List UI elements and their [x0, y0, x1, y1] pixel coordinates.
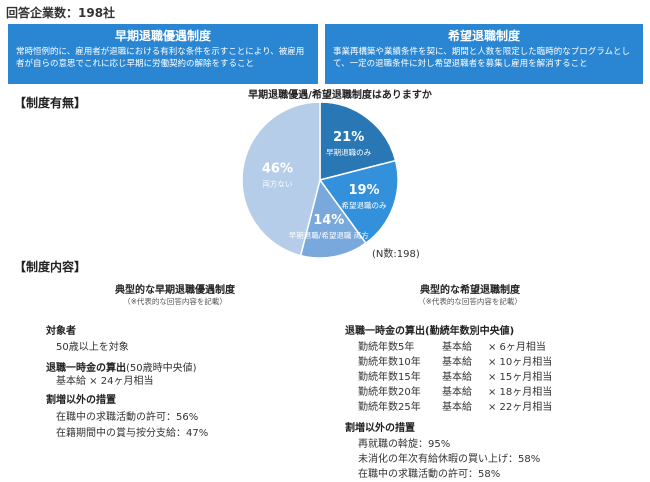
- pie-percent-label: 21%: [333, 130, 364, 145]
- pie-category-label: 両方ない: [262, 179, 292, 189]
- pie-slice: [241, 101, 321, 257]
- base-cell: 基本給: [442, 342, 472, 353]
- lump-by-years-heading: 退職一時金の算出(勤続年数別中央値): [345, 326, 515, 337]
- years-cell: 勤続年数20年: [358, 387, 421, 398]
- pie-percent-label: 19%: [348, 183, 379, 198]
- lump-text: 基本給 × 24ヶ月相当: [56, 376, 154, 387]
- target-text: 50歳以上を対象: [56, 342, 129, 353]
- base-cell: 基本給: [442, 402, 472, 413]
- years-cell: 勤続年数15年: [358, 372, 421, 383]
- early-retirement-box: 早期退職優遇制度 常時恒例的に、雇用者が退職における有利な条件を示すことにより、…: [8, 24, 318, 84]
- lump-heading-sub: (50歳時中央値): [126, 363, 197, 374]
- pie-category-label: 早期退職のみ: [326, 148, 371, 157]
- voluntary-retirement-box: 希望退職制度 事業再構築や業績条件を契に、期間と人数を限定した臨時的なプログラム…: [325, 24, 643, 84]
- voluntary-other-item: 未消化の年次有給休暇の買い上げ：58%: [358, 454, 541, 465]
- pie-slice: [299, 178, 367, 259]
- pie-percent-label: 14%: [313, 213, 344, 228]
- mult-cell: × 6ヶ月相当: [488, 342, 546, 353]
- mult-cell: × 22ヶ月相当: [488, 402, 553, 413]
- years-cell: 勤続年数25年: [358, 402, 421, 413]
- pie-category-label: 早期退職/希望退職 両方: [289, 230, 369, 240]
- pie-category-label: 希望退職のみ: [342, 200, 387, 210]
- early-retirement-box-desc: 常時恒例的に、雇用者が退職における有利な条件を示すことにより、被雇用者が自らの意…: [16, 47, 305, 69]
- early-other-item: 在籍期間中の賞与按分支給：47%: [56, 428, 209, 439]
- base-cell: 基本給: [442, 357, 472, 368]
- years-cell: 勤続年数5年: [358, 342, 415, 353]
- early-other-heading: 割増以外の措置: [46, 395, 116, 406]
- base-cell: 基本給: [442, 372, 472, 383]
- years-cell: 勤続年数10年: [358, 357, 421, 368]
- mult-cell: × 15ヶ月相当: [488, 372, 553, 383]
- sample-size-note: (N数:198): [372, 249, 420, 260]
- early-other-item: 在職中の求職活動の許可：56%: [56, 412, 199, 423]
- early-col-note: （※代表的な回答内容を記載）: [123, 297, 227, 306]
- target-heading: 対象者: [46, 326, 76, 337]
- voluntary-other-heading: 割増以外の措置: [345, 423, 415, 434]
- lump-heading-row: 退職一時金の算出(50歳時中央値): [46, 356, 197, 375]
- lump-heading: 退職一時金の算出: [46, 363, 126, 374]
- early-retirement-box-title: 早期退職優遇制度: [114, 29, 211, 43]
- chart-title: 早期退職優遇/希望退職制度はありますか: [248, 90, 432, 101]
- pie-percent-label: 46%: [262, 162, 293, 177]
- voluntary-retirement-box-desc: 事業再構築や業績条件を契に、期間と人数を限定した臨時的なプログラムとして、一定の…: [333, 47, 630, 69]
- mult-cell: × 10ヶ月相当: [488, 357, 553, 368]
- voluntary-col-heading: 典型的な希望退職制度: [420, 285, 520, 296]
- early-col-heading: 典型的な早期退職優遇制度: [115, 285, 235, 296]
- section-has-system: 【制度有無】: [14, 96, 87, 110]
- base-cell: 基本給: [442, 387, 472, 398]
- voluntary-other-item: 再就職の斡旋：95%: [358, 439, 451, 450]
- page-title: 回答企業数：198社: [6, 6, 116, 20]
- pie-slice: [319, 101, 397, 181]
- voluntary-other-item: 在職中の求職活動の許可：58%: [358, 469, 501, 480]
- voluntary-col-note: （※代表的な回答内容を記載）: [418, 297, 522, 306]
- pie-slice: [318, 159, 399, 245]
- section-content: 【制度内容】: [14, 260, 87, 274]
- mult-cell: × 18ヶ月相当: [488, 387, 553, 398]
- voluntary-retirement-box-title: 希望退職制度: [447, 29, 520, 43]
